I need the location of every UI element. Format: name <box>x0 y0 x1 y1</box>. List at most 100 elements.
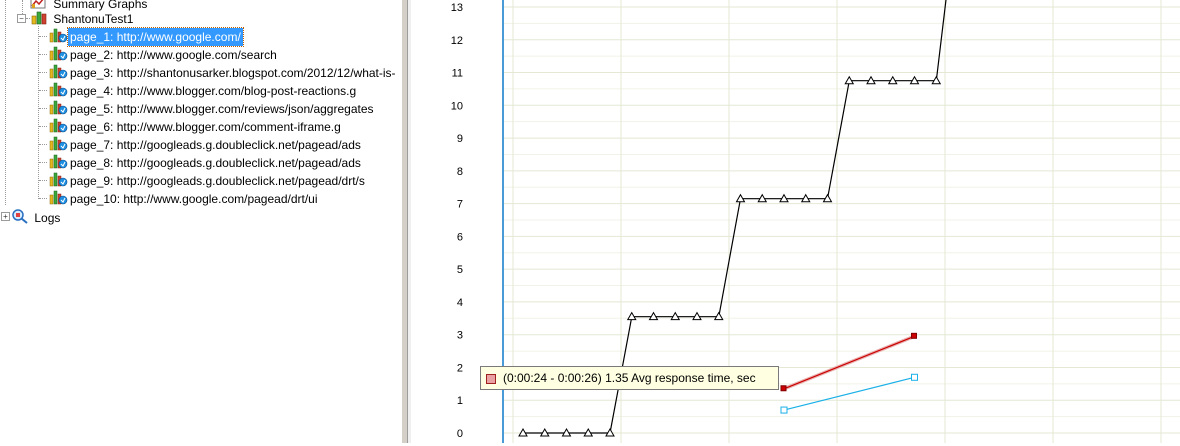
tree-item-page[interactable]: page_7: http://googleads.g.doubleclick.n… <box>48 135 363 153</box>
data-point-triangle <box>692 311 702 321</box>
collapse-toggle[interactable]: − <box>17 14 26 23</box>
data-point-triangle <box>757 193 768 203</box>
tree-item-label: page_6: http://www.blogger.com/comment-i… <box>70 119 341 134</box>
panel-splitter[interactable] <box>407 0 412 443</box>
y-tick-label: 9 <box>457 133 463 145</box>
y-tick-label: 0 <box>457 428 463 440</box>
y-tick-label: 3 <box>457 330 463 342</box>
tree-item-page[interactable]: page_10: http://www.google.com/pagead/dr… <box>48 189 320 207</box>
tree-guide-line <box>39 108 47 109</box>
tree-item-label: page_2: http://www.google.com/search <box>70 47 277 62</box>
data-point-triangle <box>909 75 920 85</box>
tree-guide-line <box>39 180 47 181</box>
page-graph-icon <box>48 153 68 174</box>
y-tick-label: 5 <box>457 264 463 276</box>
data-point-triangle <box>561 427 572 437</box>
tree-item-summary-graphs[interactable]: Summary Graphs <box>30 0 149 12</box>
data-point-triangle <box>844 75 855 85</box>
page-graph-icon <box>48 99 68 120</box>
data-point-triangle <box>626 311 637 321</box>
splitter-track <box>402 0 407 443</box>
data-point-triangle <box>605 427 615 437</box>
tree-item-logs[interactable]: Logs <box>11 208 62 226</box>
tree-guide-line <box>39 126 47 127</box>
data-point-triangle <box>648 311 659 321</box>
tree-item-page[interactable]: page_8: http://googleads.g.doubleclick.n… <box>48 153 363 171</box>
tree-item-label: page_3: http://shantonusarker.blogspot.c… <box>70 65 396 80</box>
tree-item-page[interactable]: page_3: http://shantonusarker.blogspot.c… <box>48 63 398 81</box>
data-point-triangle <box>779 193 789 203</box>
tree-item-label: page_5: http://www.blogger.com/reviews/j… <box>70 101 374 116</box>
tree-guide-line <box>22 0 23 14</box>
tree-item-page[interactable]: page_9: http://googleads.g.doubleclick.n… <box>48 171 367 189</box>
data-point-square-hollow <box>780 406 788 414</box>
y-tick-label: 6 <box>457 231 463 243</box>
tree-guide-line <box>39 36 47 37</box>
page-graph-icon <box>48 81 68 102</box>
expand-toggle[interactable]: + <box>1 212 10 221</box>
page-graph-icon <box>48 189 68 210</box>
tree-item-test[interactable]: ShantonuTest1 <box>30 9 135 27</box>
tree-guide-line <box>39 72 47 73</box>
tree-guide-line <box>26 18 30 19</box>
page-graph-icon <box>48 63 68 84</box>
page-graph-icon <box>48 45 68 66</box>
data-point-triangle <box>583 427 594 437</box>
data-point-square <box>911 332 917 339</box>
page-graph-icon <box>48 27 68 48</box>
page-graph-icon <box>48 135 68 156</box>
data-point-triangle <box>735 193 746 203</box>
chart-tooltip: (0:00:24 - 0:00:26) 1.35 Avg response ti… <box>480 366 779 390</box>
test-folder-icon <box>30 9 48 30</box>
tree-guide-line <box>5 0 6 205</box>
page-graph-icon <box>48 117 68 138</box>
tree-item-label: page_4: http://www.blogger.com/blog-post… <box>70 83 357 98</box>
tree-guide-line <box>39 54 47 55</box>
page-graph-icon <box>48 171 68 192</box>
tree-item-page[interactable]: page_2: http://www.google.com/search <box>48 45 279 63</box>
tree-panel[interactable]: Summary Graphs − ShantonuTest1 + Logs <box>0 0 402 443</box>
tree-item-label: Summary Graphs <box>53 0 148 11</box>
y-tick-label: 1 <box>457 395 463 407</box>
data-point-triangle <box>670 311 681 321</box>
data-point-square-hollow <box>911 373 918 381</box>
tree-item-page[interactable]: page_4: http://www.blogger.com/blog-post… <box>48 81 358 99</box>
logs-search-icon <box>11 208 29 229</box>
y-tick-label: 8 <box>457 166 463 178</box>
series-line-1 <box>783 335 915 390</box>
y-tick-label: 10 <box>451 100 463 112</box>
tree-item-label: page_10: http://www.google.com/pagead/dr… <box>70 191 318 206</box>
tooltip-text: (0:00:24 - 0:00:26) 1.35 Avg response ti… <box>503 371 756 385</box>
data-point-triangle <box>866 75 876 85</box>
graph-icon <box>30 0 48 15</box>
tree-item-page[interactable]: page_1: http://www.google.com/ <box>48 26 244 48</box>
data-point-square <box>780 385 787 392</box>
y-tick-label: 11 <box>452 68 463 80</box>
data-point-triangle <box>518 427 528 437</box>
series-swatch-icon <box>486 374 496 384</box>
data-point-triangle <box>539 427 550 437</box>
tree-item-page[interactable]: page_5: http://www.blogger.com/reviews/j… <box>48 99 376 117</box>
data-point-triangle <box>713 311 724 321</box>
data-point-triangle <box>800 193 811 203</box>
data-point-triangle <box>931 75 942 85</box>
tree-item-label: page_8: http://googleads.g.doubleclick.n… <box>70 155 361 170</box>
y-tick-label: 13 <box>451 2 463 14</box>
y-tick-label: 7 <box>457 199 463 211</box>
y-tick-label: 4 <box>457 297 463 309</box>
tree-guide-line <box>39 198 47 199</box>
tree-item-label: page_9: http://googleads.g.doubleclick.n… <box>70 173 365 188</box>
tree-guide-line <box>39 144 47 145</box>
series-line-2 <box>783 376 915 411</box>
y-tick-label: 2 <box>457 362 463 374</box>
tree-item-label: page_7: http://googleads.g.doubleclick.n… <box>70 137 361 152</box>
tree-guide-line <box>38 26 39 199</box>
tree-guide-line <box>39 162 47 163</box>
tree-item-label: ShantonuTest1 <box>53 11 134 26</box>
data-point-triangle <box>822 193 833 203</box>
tree-item-page[interactable]: page_6: http://www.blogger.com/comment-i… <box>48 117 343 135</box>
tree-item-label: Logs <box>34 210 61 225</box>
y-tick-label: 12 <box>451 35 463 47</box>
tree-item-label: page_1: http://www.google.com/ <box>67 26 244 47</box>
data-point-triangle <box>887 75 898 85</box>
